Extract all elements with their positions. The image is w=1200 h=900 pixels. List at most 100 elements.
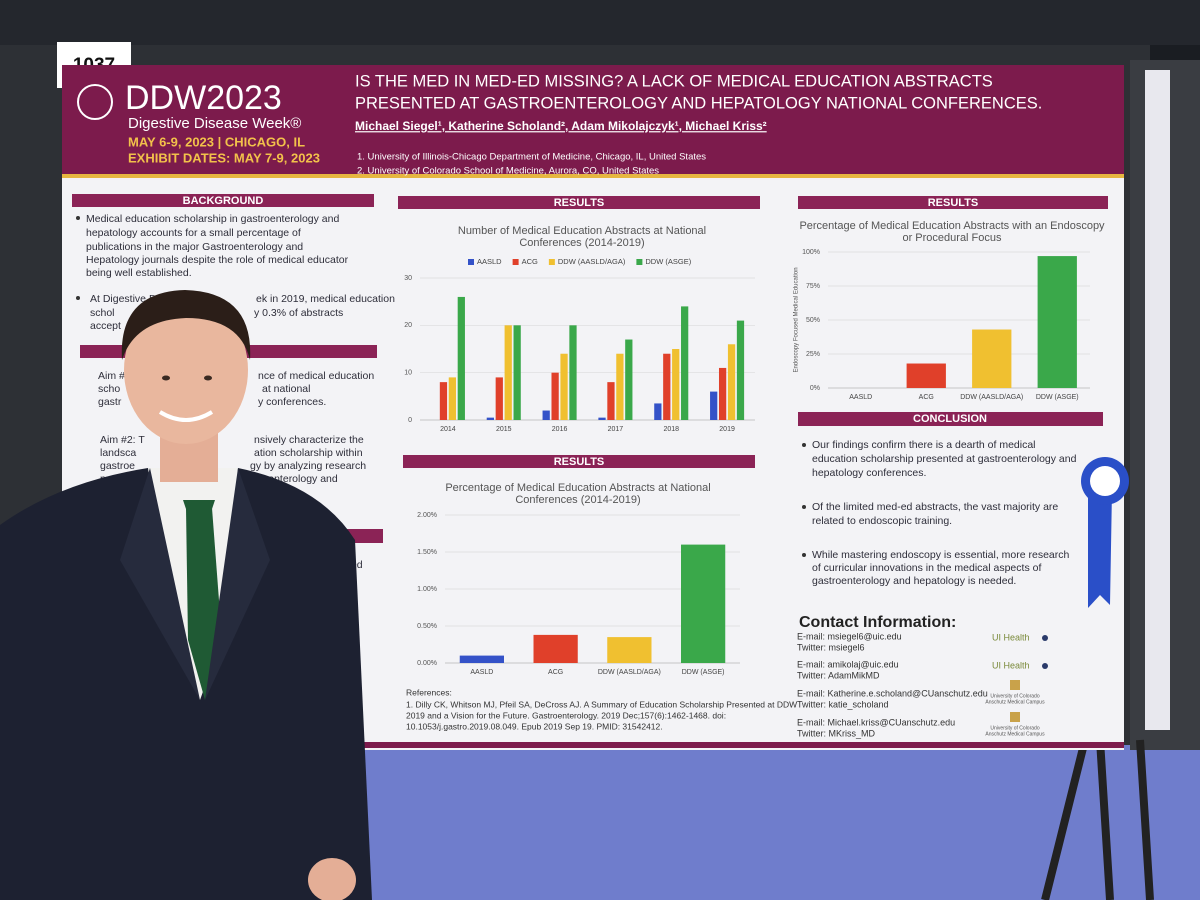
- aim-text: y conferences.: [258, 396, 326, 408]
- y-tick-label: 20: [404, 322, 412, 329]
- bar: [513, 325, 521, 420]
- legend-swatch: [636, 259, 643, 265]
- y-tick-label: 30: [404, 275, 412, 282]
- bullet-text: hepatology accounts for a small percenta…: [86, 227, 301, 239]
- logo-mark: [1042, 635, 1048, 641]
- contact-twitter: Twitter: AdamMikMD: [797, 670, 880, 680]
- hand: [308, 858, 356, 900]
- bar: [663, 353, 671, 420]
- aim-text: nsively characterize the: [254, 434, 364, 446]
- bullet-text: accept: [90, 320, 121, 332]
- bar: [972, 329, 1012, 388]
- y-axis-label: Endoscopy Focused Medical Education: [794, 267, 800, 372]
- x-tick-label: ACG: [548, 669, 563, 676]
- eye: [162, 375, 170, 381]
- hair: [121, 290, 251, 360]
- section-bar: [72, 194, 374, 207]
- reference: References:: [406, 687, 452, 697]
- section-heading: RESULTS: [554, 197, 605, 209]
- stand-leg: [1096, 739, 1114, 900]
- section-bar: [398, 196, 760, 209]
- logo: DDW2023: [125, 79, 282, 117]
- bullet: [76, 216, 80, 220]
- logo-text: UI Health: [992, 632, 1030, 642]
- legend-label: ACG: [522, 257, 538, 266]
- bullet-text: education scholarship presented at gastr…: [812, 453, 1077, 465]
- logo-mark: [1010, 680, 1020, 690]
- bar: [1037, 256, 1077, 388]
- section-heading: RESULTS: [554, 456, 605, 468]
- authors: Michael Siegel¹, Katherine Scholand², Ad…: [355, 119, 767, 133]
- bullet: [802, 443, 806, 447]
- x-tick-label: ACG: [919, 394, 934, 401]
- bar: [681, 306, 689, 420]
- eye: [204, 375, 212, 381]
- stand-leg: [1136, 739, 1154, 900]
- logo-text: Anschutz Medical Campus: [985, 731, 1045, 737]
- poster-title: IS THE MED IN MED-ED MISSING? A LACK OF …: [355, 72, 993, 90]
- section-bar: [403, 455, 755, 468]
- bullet-text: gastroenterology and hepatology is neede…: [812, 575, 1016, 587]
- aim-text: ation scholarship within: [254, 447, 363, 459]
- legend-swatch: [512, 259, 519, 265]
- poster-title: PRESENTED AT GASTROENTEROLOGY AND HEPATO…: [355, 94, 1042, 112]
- y-tick-label: 0.50%: [417, 623, 437, 630]
- x-tick-label: 2019: [719, 426, 735, 433]
- rosette-center: [1090, 466, 1120, 496]
- bullet: [802, 505, 806, 509]
- logo-text: Anschutz Medical Campus: [985, 699, 1045, 705]
- carpet: [350, 740, 1200, 900]
- bar: [672, 349, 680, 420]
- bullet: [76, 296, 80, 300]
- bar: [495, 377, 503, 420]
- contact-twitter: Twitter: katie_scholand: [797, 699, 889, 709]
- bullet-text: being well established.: [86, 267, 192, 279]
- section-heading: BACKGROUND: [183, 195, 264, 207]
- bar: [710, 391, 718, 420]
- bar: [736, 320, 745, 420]
- aim-text: gy by analyzing research: [250, 460, 366, 472]
- dates: MAY 6-9, 2023 | CHICAGO, IL: [128, 134, 305, 149]
- y-tick-label: 10: [404, 370, 412, 377]
- chart-title: Number of Medical Education Abstracts at…: [458, 225, 706, 237]
- exhibit-dates: EXHIBIT DATES: MAY 7-9, 2023: [128, 150, 320, 165]
- logo-mark: [1042, 663, 1048, 669]
- bar: [607, 382, 615, 420]
- aim-text: at national: [262, 383, 310, 395]
- x-tick-label: DDW (AASLD/AGA): [598, 669, 661, 676]
- y-tick-label: 75%: [806, 283, 820, 290]
- bar: [504, 325, 512, 420]
- header-rule: [62, 174, 1124, 178]
- bullet-text: Our findings confirm there is a dearth o…: [812, 439, 1036, 451]
- bar: [459, 655, 504, 663]
- logo-text: UI Health: [992, 660, 1030, 670]
- bullet-text: hepatology conferences.: [812, 467, 926, 479]
- aim-text: Aim #2: T: [100, 434, 145, 446]
- face: [124, 296, 248, 444]
- logo-text: University of Colorado: [990, 693, 1039, 699]
- bullet-text: ek in 2019, medical education: [256, 293, 395, 305]
- y-tick-label: 0.00%: [417, 660, 437, 667]
- person: [0, 290, 372, 900]
- lapels: [120, 468, 270, 700]
- aim-text: landsca: [100, 447, 136, 459]
- contact-twitter: Twitter: msiegel6: [797, 642, 865, 652]
- bullet-text: Of the limited med-ed abstracts, the vas…: [812, 501, 1058, 513]
- bullet-text: schol: [90, 307, 115, 319]
- aim-text: Aim #: [98, 370, 125, 382]
- x-tick-label: 2017: [608, 426, 624, 433]
- ribbon: [1088, 490, 1112, 608]
- bullet-text: While mastering endoscopy is essential, …: [812, 549, 1070, 561]
- chart-title: Conferences (2014-2019): [519, 237, 644, 249]
- bar: [533, 634, 578, 663]
- chart-title: Percentage of Medical Education Abstract…: [445, 482, 710, 494]
- charts: Number of Medical Education Abstracts at…: [404, 220, 1105, 676]
- reference: 10.1053/j.gastro.2019.08.049. Epub 2019 …: [406, 721, 663, 731]
- contact-twitter: Twitter: MKriss_MD: [797, 728, 876, 738]
- x-tick-label: 2016: [552, 426, 568, 433]
- section-bar: [798, 196, 1108, 209]
- bullet-text: of curricular innovations in the medical…: [812, 562, 1041, 574]
- bar: [727, 344, 736, 420]
- suit: [0, 468, 372, 900]
